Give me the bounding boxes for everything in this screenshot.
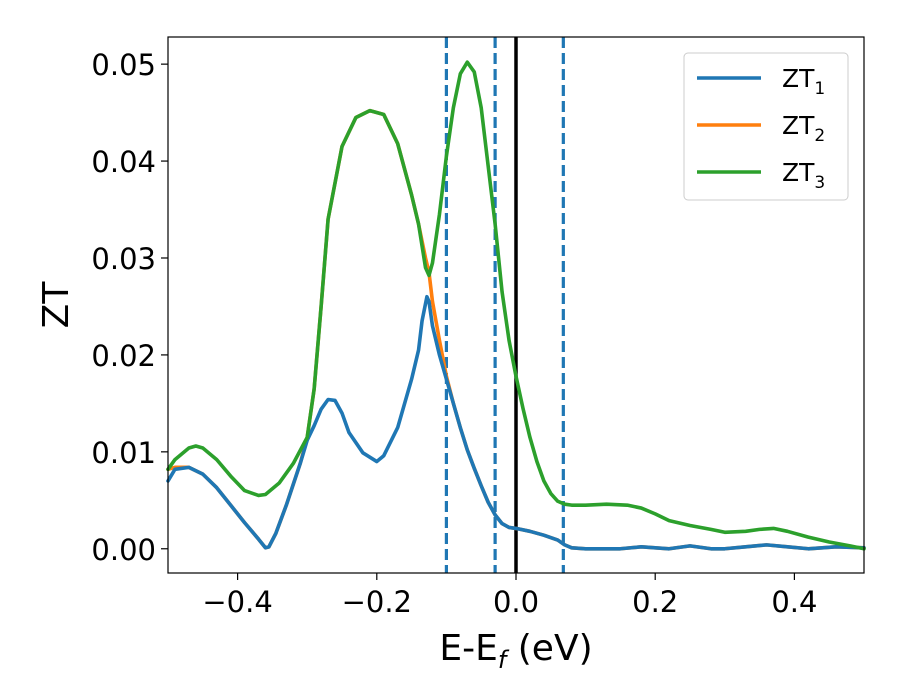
series-line-zt3 — [166, 60, 866, 551]
series-lines — [166, 60, 866, 551]
x-axis-label-suffix: (eV) — [506, 628, 592, 669]
x-tick-label: 0.0 — [493, 585, 539, 619]
series-line-zt1 — [166, 294, 866, 551]
x-axis-label-base: E-E — [439, 628, 497, 669]
y-tick-label: 0.00 — [91, 533, 156, 567]
y-axis-label: ZT — [36, 281, 77, 329]
x-tick-label: 0.2 — [632, 585, 678, 619]
y-tick-label: 0.02 — [91, 339, 156, 373]
legend: ZT1 ZT2 ZT3 — [683, 52, 849, 201]
y-tick-label: 0.01 — [91, 436, 156, 470]
legend-entries: ZT1 ZT2 ZT3 — [697, 64, 825, 193]
legend-label-zt1: ZT1 — [782, 64, 825, 99]
legend-box — [683, 52, 849, 201]
legend-label-zt3: ZT3 — [782, 158, 825, 193]
y-tick-label: 0.03 — [91, 242, 156, 276]
x-axis-label: E-Ef (eV) — [439, 628, 592, 674]
x-tick-label: −0.2 — [342, 585, 412, 619]
y-tick-label: 0.05 — [91, 48, 156, 82]
y-tick-label: 0.04 — [91, 145, 156, 179]
legend-label-zt2: ZT2 — [782, 111, 825, 146]
vertical-reference-lines — [444, 37, 565, 573]
x-tick-label: −0.4 — [202, 585, 272, 619]
x-axis-ticks: −0.4 −0.2 0.0 0.2 0.4 — [202, 573, 817, 619]
y-axis-ticks: 0.00 0.01 0.02 0.03 0.04 0.05 — [91, 48, 168, 567]
x-tick-label: 0.4 — [771, 585, 817, 619]
